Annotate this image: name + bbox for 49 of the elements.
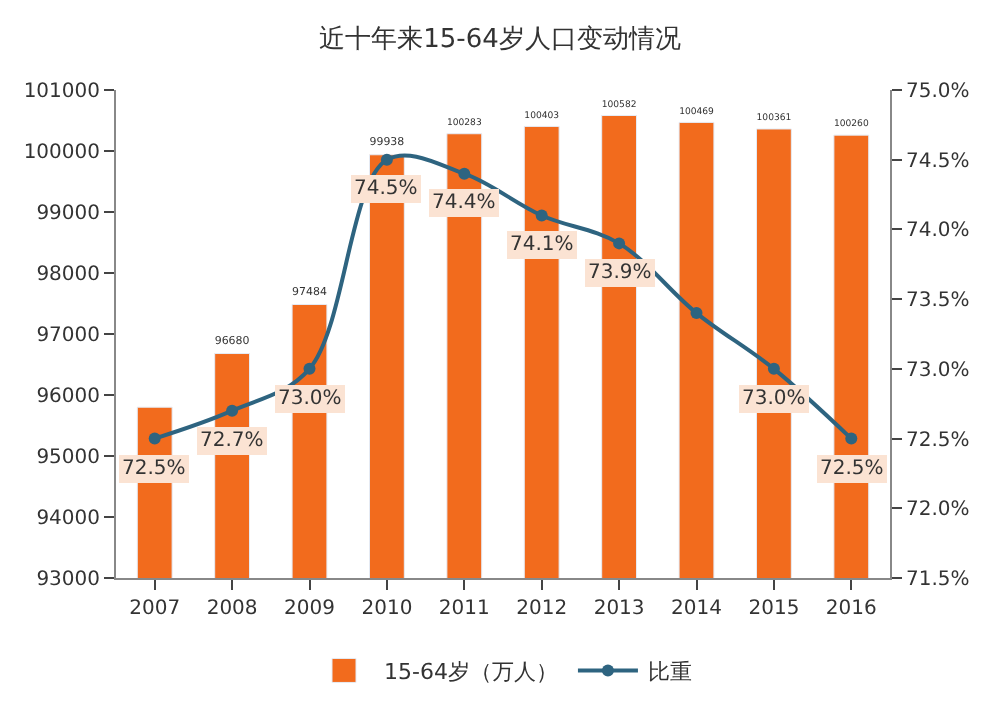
- x-tick-label: 2011: [438, 598, 490, 620]
- data-label: 72.5%: [122, 458, 186, 480]
- x-tick-label: 2007: [129, 598, 181, 620]
- x-tick-label: 2010: [361, 598, 413, 620]
- y2-tick-label: 74.0%: [906, 220, 970, 243]
- legend-label: 比重: [647, 659, 692, 686]
- point: [226, 404, 239, 417]
- point: [845, 432, 858, 445]
- data-label: 74.5%: [354, 178, 418, 200]
- chart-title: 近十年来15-64岁人口变动情况: [319, 25, 681, 56]
- y2-tick-label: 72.0%: [906, 499, 970, 522]
- y2-tick-label: 74.5%: [906, 150, 970, 173]
- point: [767, 362, 780, 375]
- y2-tick-label: 75.0%: [906, 81, 970, 103]
- y-tick-label: 95000: [36, 447, 100, 469]
- data-label: 73.0%: [278, 388, 342, 410]
- point: [613, 237, 626, 250]
- legend-label: 15-64岁（万人）: [384, 659, 558, 686]
- y-tick-label: 96000: [36, 386, 100, 408]
- x-tick-label: 2014: [671, 598, 722, 620]
- data-label: 72.7%: [200, 430, 264, 452]
- data-label: 73.0%: [742, 388, 806, 410]
- y-tick-label: 100000: [23, 142, 100, 164]
- y-tick-label: 99000: [36, 203, 100, 225]
- point: [690, 307, 703, 320]
- y2-tick-label: 72.5%: [906, 429, 970, 452]
- x-tick-label: 2016: [825, 598, 877, 620]
- x-tick-label: 2008: [206, 598, 258, 620]
- data-label: 72.5%: [820, 458, 884, 480]
- y2-tick-label: 73.0%: [906, 359, 970, 382]
- x-tick-label: 2012: [516, 598, 568, 620]
- y-tick-label: 97000: [36, 325, 100, 347]
- point: [380, 153, 393, 166]
- y2-tick-label: 73.5%: [906, 290, 970, 313]
- x-tick-label: 2015: [748, 598, 800, 620]
- point: [458, 167, 471, 180]
- data-label: 74.4%: [432, 192, 496, 214]
- data-label: 74.1%: [510, 234, 574, 256]
- y2-tick-label: 71.5%: [906, 569, 970, 591]
- y-tick-label: 98000: [36, 264, 100, 286]
- point: [303, 362, 316, 375]
- point: [148, 432, 161, 445]
- y-tick-label: 94000: [36, 508, 100, 530]
- data-label: 73.9%: [588, 262, 652, 284]
- x-tick-label: 2013: [593, 598, 645, 620]
- y-tick-label: 101000: [23, 81, 100, 103]
- point: [535, 209, 548, 222]
- y-tick-label: 93000: [36, 569, 100, 591]
- x-tick-label: 2009: [284, 598, 335, 620]
